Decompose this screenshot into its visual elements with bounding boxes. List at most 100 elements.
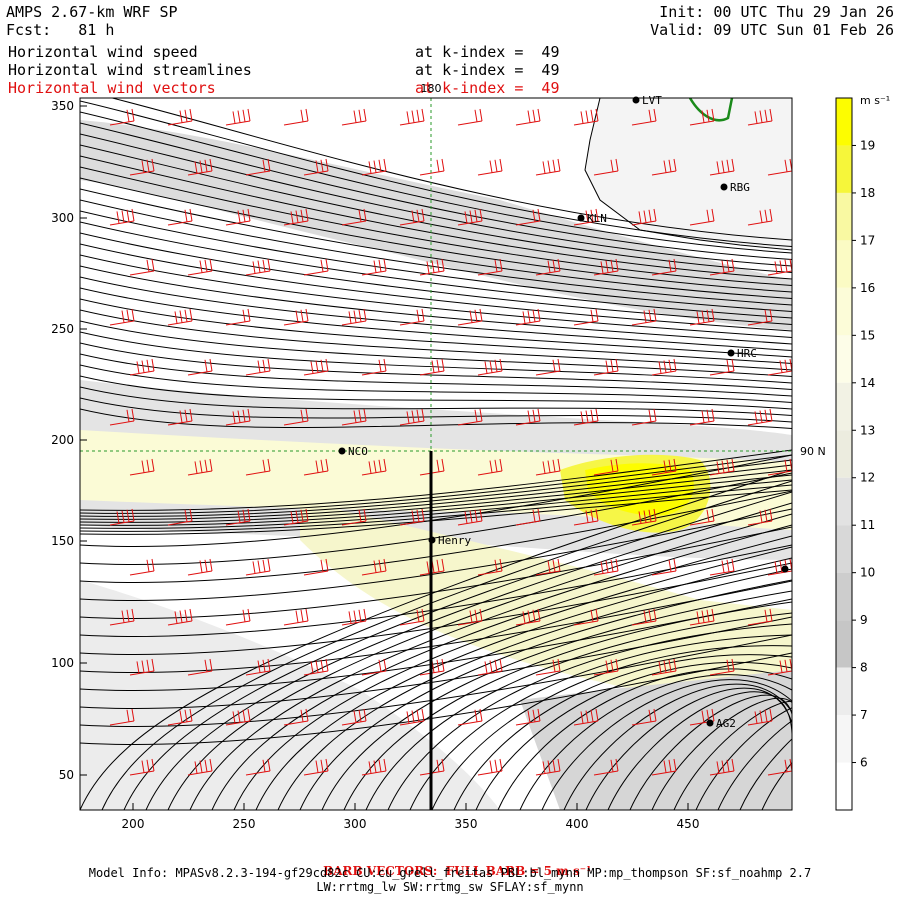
field-streamlines: Horizontal wind streamlines: [8, 61, 252, 79]
colorbar-label: 8: [860, 661, 868, 675]
x-tick-label: 250: [233, 817, 256, 831]
streamline-south: [277, 568, 792, 810]
wind-barb: [457, 108, 483, 126]
station-label: NCO: [348, 445, 368, 458]
colorbar: 19 18 17 16 15 14 13 12 11 10 9 8 7 6: [835, 97, 875, 811]
wind-barb: [109, 708, 135, 726]
streamline-north: [80, 111, 792, 254]
wind-barb: [573, 408, 599, 426]
streamline-north: [80, 188, 792, 299]
wind-barb: [651, 458, 677, 476]
colorbar-frame: [835, 97, 853, 811]
wind-barb: [399, 508, 425, 526]
wind-barb: [631, 208, 657, 226]
wind-barb: [709, 358, 735, 376]
station-ag2: AG2: [706, 717, 736, 730]
wind-barb: [631, 308, 657, 326]
colorbar-segment: [836, 382, 852, 431]
streamline-south: [321, 590, 792, 810]
colorbar-segment: [836, 762, 852, 810]
streamline-north: [80, 232, 792, 325]
speed-shading-region: [520, 670, 792, 810]
streamline-north: [80, 375, 792, 410]
colorbar-segment: [836, 525, 852, 573]
x-tick-label: 350: [455, 817, 478, 831]
wind-barb: [225, 408, 251, 426]
wind-barb: [477, 658, 503, 676]
wind-barb: [631, 508, 657, 526]
forecast-hour: Fcst: 81 h: [6, 21, 115, 39]
colorbar-segment: [836, 98, 852, 146]
wind-barb: [515, 608, 541, 626]
field-streamlines-level: at k-index = 49: [415, 61, 560, 79]
barb-note: BARB VECTORS: FULL BARB = 5 m s⁻¹: [323, 864, 592, 878]
colorbar-segment: [836, 240, 852, 288]
colorbar-label: 10: [860, 566, 875, 580]
wind-barb: [747, 308, 773, 326]
wind-barb: [477, 758, 503, 776]
wind-barb: [187, 258, 213, 276]
barb-note-row: BARB VECTORS: FULL BARB = 5 m s⁻¹: [0, 850, 900, 878]
streamline-south: [431, 645, 792, 810]
model-title: AMPS 2.67-km WRF SP: [6, 3, 178, 21]
wind-barb: [689, 608, 715, 626]
wind-barb: [187, 158, 213, 176]
wind-barb: [399, 108, 425, 126]
wind-barb: [129, 158, 155, 176]
streamline-jet: [80, 489, 792, 535]
colorbar-label: 18: [860, 186, 875, 200]
wind-barb: [593, 658, 619, 676]
speed-shading-region: [585, 463, 694, 516]
init-time: Init: 00 UTC Thu 29 Jan 26: [659, 3, 894, 21]
wind-barb: [109, 408, 135, 426]
wind-barb: [593, 458, 619, 476]
colorbar-segment: [836, 145, 852, 193]
station-henry: Henry: [428, 534, 471, 547]
station-label: LVT: [642, 94, 662, 107]
wind-barb: [399, 708, 425, 726]
streamline-north: [80, 221, 792, 319]
wind-barb: [341, 208, 367, 226]
wind-barb: [573, 608, 599, 626]
streamline-north: [80, 133, 792, 267]
wind-barb: [341, 108, 367, 126]
wind-barbs: [109, 108, 792, 776]
wind-barb: [245, 358, 271, 376]
wind-barb: [245, 658, 271, 676]
wind-barb: [361, 758, 387, 776]
x-tick-label: 300: [344, 817, 367, 831]
wind-barb: [399, 408, 425, 426]
station-nco: NCO: [338, 445, 368, 458]
streamline-jet: [80, 449, 792, 511]
wind-barb: [225, 108, 251, 126]
streamline-mid: [80, 526, 792, 620]
colorbar-label: 11: [860, 518, 875, 532]
streamline-north: [80, 287, 792, 358]
station-hrc: HRC: [727, 347, 757, 360]
wind-barb: [225, 308, 251, 326]
streamline-mid: [80, 454, 792, 548]
wind-barb: [457, 308, 483, 326]
wind-barb: [747, 408, 773, 426]
wind-barb: [535, 658, 561, 676]
wind-barb: [283, 508, 309, 526]
station-label: AG2: [716, 717, 736, 730]
wind-barb: [187, 558, 213, 576]
field-vectors-level: at k-index = 49: [415, 79, 560, 97]
colorbar-segment: [836, 430, 852, 478]
wind-barb: [689, 508, 715, 526]
wind-barb: [631, 108, 657, 126]
streamline-north: [80, 276, 792, 351]
colorbar-segment: [836, 572, 852, 621]
wind-barb: [515, 108, 541, 126]
station-marker: [727, 349, 735, 357]
colorbar-segment: [836, 335, 852, 383]
streamline-mid: [80, 490, 792, 584]
wind-barb: [573, 108, 599, 126]
streamline-south: [189, 524, 792, 810]
valid-time: Valid: 09 UTC Sun 01 Feb 26: [650, 21, 894, 39]
model-info: Model Info: MPASv8.2.3-194-gf29cd82c CU:…: [88, 866, 812, 880]
streamline-mid: [80, 598, 792, 692]
colorbar-label: 17: [860, 233, 875, 247]
wind-barb: [245, 758, 271, 776]
